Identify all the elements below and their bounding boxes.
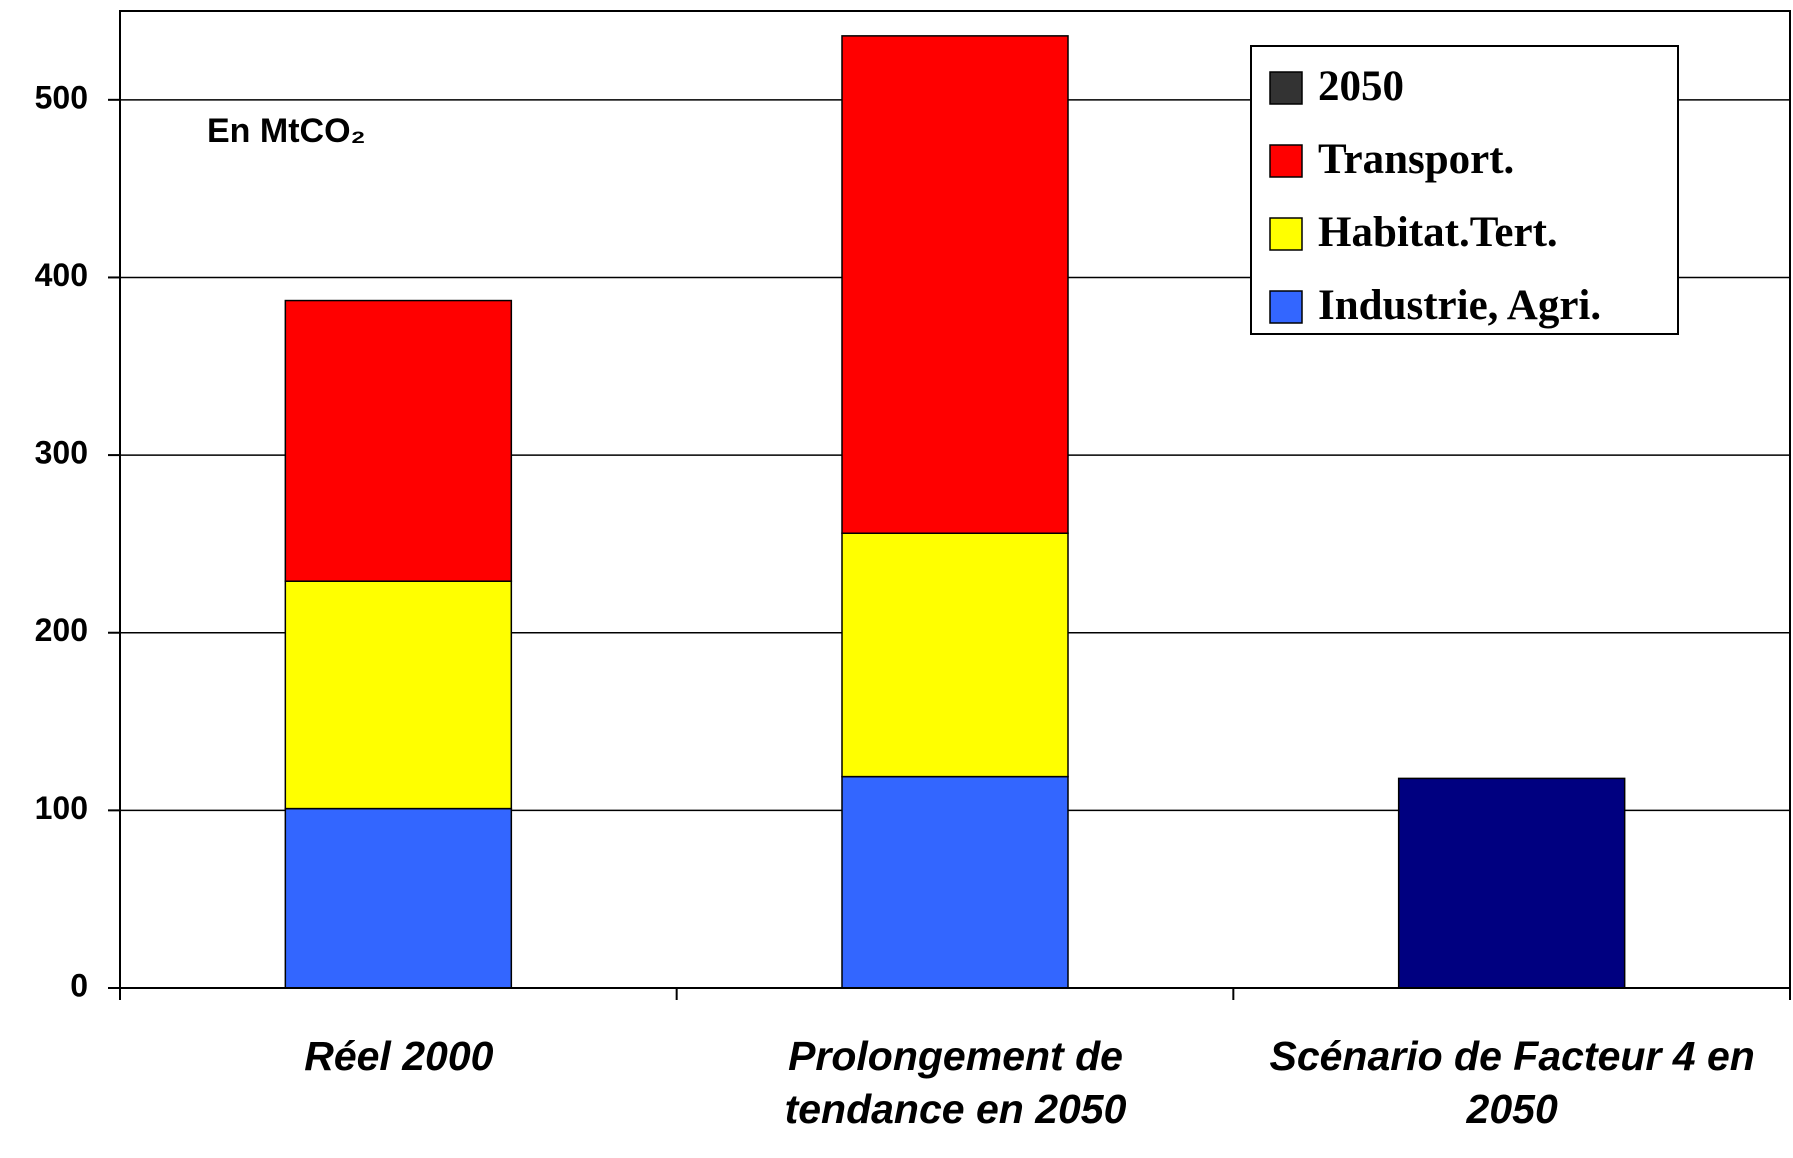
y-tick-label: 500 — [35, 79, 88, 115]
y-tick-label: 200 — [35, 612, 88, 648]
x-tick-label: Scénario de Facteur 4 en 2050 — [1269, 1033, 1755, 1132]
legend-swatch — [1269, 71, 1303, 105]
y-tick-label: 0 — [70, 967, 88, 1003]
legend-label: Transport. — [1318, 136, 1514, 183]
legend-swatch — [1269, 290, 1303, 324]
legend-label: 2050 — [1318, 63, 1404, 110]
legend-label: Habitat.Tert. — [1318, 209, 1558, 256]
legend-swatch — [1269, 217, 1303, 251]
bar-segment — [1397, 777, 1626, 989]
x-tick-label: Prolongement de tendance en 2050 — [784, 1033, 1127, 1132]
y-tick-label: 400 — [35, 257, 88, 293]
y-tick-label: 300 — [35, 435, 88, 471]
bar-segment — [284, 299, 513, 582]
bar-segment — [841, 775, 1069, 989]
bar-segment — [841, 35, 1069, 535]
legend-swatch — [1269, 144, 1303, 178]
bar-segment — [841, 532, 1069, 778]
legend-box — [1250, 45, 1679, 335]
x-tick-label: Réel 2000 — [304, 1033, 494, 1079]
bar-segment — [284, 580, 513, 810]
y-tick-label: 100 — [35, 790, 88, 826]
legend-label: Industrie, Agri. — [1318, 282, 1601, 329]
bar-segment — [284, 807, 513, 989]
annotation: En MtCO₂ — [207, 112, 366, 150]
